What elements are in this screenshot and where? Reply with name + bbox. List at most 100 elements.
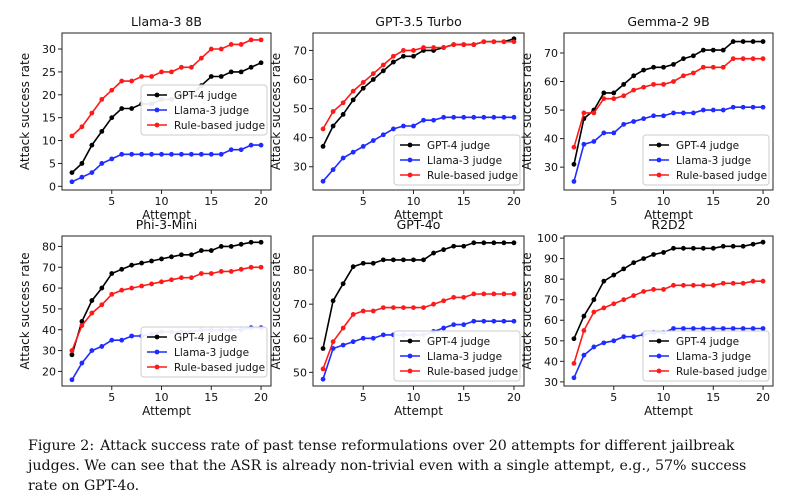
data-point bbox=[109, 337, 115, 343]
x-tick-label: 5 bbox=[360, 391, 367, 404]
data-point bbox=[208, 74, 214, 79]
data-point bbox=[511, 240, 517, 246]
data-point bbox=[651, 113, 656, 119]
data-point bbox=[119, 106, 125, 111]
legend-entry: Llama-3 judge bbox=[676, 155, 751, 167]
data-point bbox=[79, 161, 85, 166]
legend-entry: GPT-4 judge bbox=[427, 336, 490, 348]
data-point bbox=[421, 117, 426, 123]
data-point bbox=[601, 340, 607, 346]
data-point bbox=[591, 309, 597, 315]
data-point bbox=[179, 151, 184, 157]
data-point bbox=[79, 174, 85, 180]
x-tick-label: 15 bbox=[204, 391, 218, 404]
data-point bbox=[89, 310, 95, 316]
data-point bbox=[129, 262, 135, 268]
data-point bbox=[139, 151, 145, 157]
data-point bbox=[99, 129, 105, 134]
data-point bbox=[179, 252, 184, 258]
data-point bbox=[611, 130, 617, 136]
data-point bbox=[218, 269, 224, 274]
data-point bbox=[198, 151, 204, 157]
data-point bbox=[671, 62, 676, 67]
data-point bbox=[119, 337, 125, 343]
data-point bbox=[431, 45, 436, 50]
y-tick-label: 50 bbox=[293, 366, 307, 379]
legend-marker bbox=[154, 349, 160, 355]
data-point bbox=[730, 280, 736, 286]
data-point bbox=[69, 170, 75, 176]
data-point bbox=[651, 252, 656, 257]
x-tick-label: 5 bbox=[610, 195, 617, 208]
legend-marker bbox=[154, 122, 160, 128]
data-point bbox=[208, 151, 214, 157]
data-point bbox=[690, 110, 696, 116]
data-point bbox=[671, 245, 676, 251]
data-point bbox=[471, 42, 477, 48]
y-tick-label: 30 bbox=[544, 376, 558, 389]
charts-canvas: Llama-3 8B 5 10 15 20 0 5 10 15 20 25 30 Attempt Atta… bbox=[18, 14, 774, 418]
data-point bbox=[99, 285, 105, 291]
data-point bbox=[238, 147, 244, 153]
data-point bbox=[188, 275, 194, 281]
y-tick-label: 80 bbox=[544, 273, 558, 286]
data-point bbox=[258, 60, 264, 66]
y-axis-label: Attack success rate bbox=[269, 53, 283, 170]
data-point bbox=[350, 264, 356, 270]
legend-entry: Llama-3 judge bbox=[174, 347, 249, 359]
y-tick-label: 100 bbox=[537, 232, 558, 245]
x-axis-label: Attempt bbox=[394, 208, 443, 222]
x-tick-label: 20 bbox=[254, 195, 268, 208]
data-point bbox=[139, 74, 145, 79]
data-point bbox=[710, 64, 716, 70]
y-tick-label: 5 bbox=[49, 157, 56, 170]
data-point bbox=[69, 133, 75, 139]
data-point bbox=[760, 278, 766, 284]
y-axis-label: Attack success rate bbox=[520, 252, 534, 369]
data-point bbox=[411, 257, 416, 263]
data-point bbox=[139, 283, 145, 289]
data-point bbox=[431, 301, 436, 307]
y-axis-label: Attack success rate bbox=[18, 53, 32, 170]
x-tick-label: 5 bbox=[360, 195, 367, 208]
data-point bbox=[601, 305, 607, 311]
data-point bbox=[188, 151, 194, 157]
x-tick-label: 15 bbox=[706, 195, 720, 208]
data-point bbox=[730, 56, 736, 62]
data-point bbox=[571, 375, 577, 381]
data-point bbox=[720, 107, 726, 113]
data-point bbox=[350, 312, 356, 317]
chart-legend: GPT-4 judge Llama-3 judge Rule-based judge bbox=[642, 134, 770, 186]
data-point bbox=[89, 110, 95, 116]
data-point bbox=[651, 81, 656, 87]
legend-entry: GPT-4 judge bbox=[676, 140, 739, 152]
chart-title: GPT-4o bbox=[397, 217, 441, 232]
data-point bbox=[651, 64, 656, 70]
data-point bbox=[149, 151, 154, 157]
data-point bbox=[248, 64, 254, 70]
data-point bbox=[750, 39, 756, 44]
data-point bbox=[471, 291, 477, 297]
plot-frame bbox=[61, 235, 272, 387]
legend-marker bbox=[154, 364, 160, 370]
data-point bbox=[411, 305, 416, 310]
data-point bbox=[370, 335, 376, 341]
data-point bbox=[129, 78, 135, 84]
data-point bbox=[511, 291, 517, 297]
legend-marker bbox=[656, 157, 662, 163]
legend-marker bbox=[656, 142, 662, 148]
data-point bbox=[330, 346, 336, 351]
data-point bbox=[451, 42, 457, 48]
data-point bbox=[320, 178, 326, 184]
data-point bbox=[441, 45, 447, 50]
y-tick-label: 70 bbox=[544, 47, 558, 60]
plot-frame bbox=[61, 32, 272, 191]
data-point bbox=[690, 53, 696, 59]
data-point bbox=[581, 110, 587, 116]
data-point bbox=[129, 333, 135, 339]
data-point bbox=[740, 104, 746, 110]
data-point bbox=[710, 245, 716, 251]
data-point bbox=[330, 339, 336, 345]
chart-panel: Phi-3-Mini 5 10 15 20 20 30 40 50 60 70 80 Attempt At… bbox=[18, 217, 272, 418]
chart-legend: GPT-4 judge Llama-3 judge Rule-based judge bbox=[140, 326, 268, 378]
